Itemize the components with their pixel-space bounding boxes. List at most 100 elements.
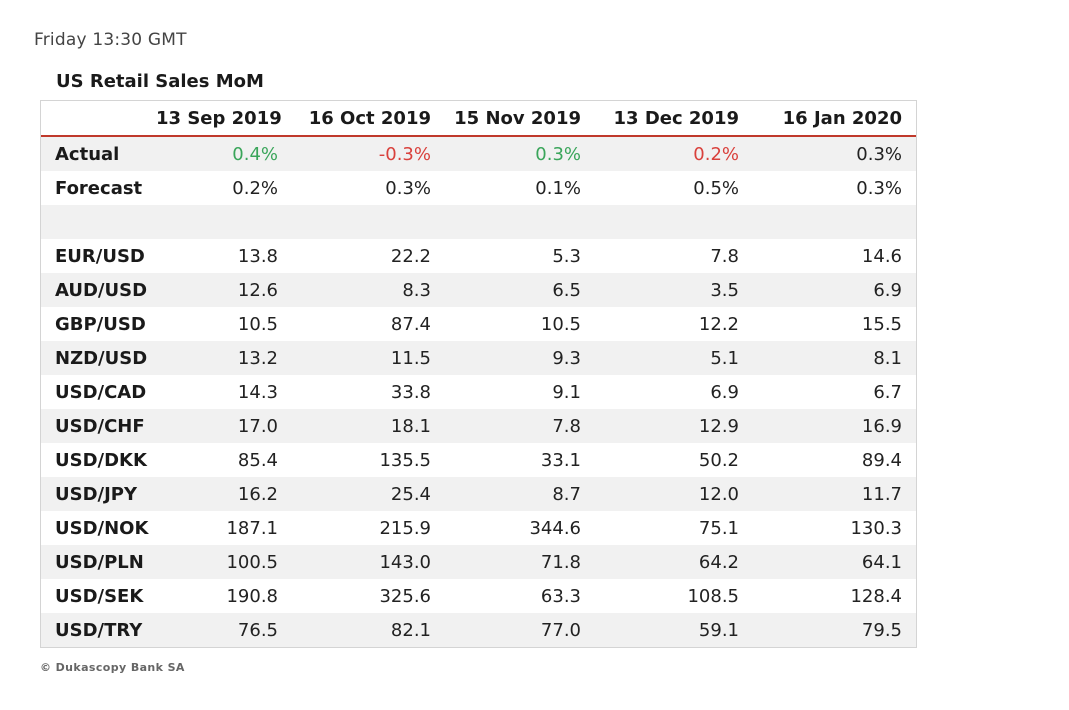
pair-value: 12.6 bbox=[237, 279, 278, 301]
column-header: 13 Dec 2019 bbox=[599, 101, 753, 137]
pair-value: 12.0 bbox=[698, 483, 739, 505]
pair-value: 7.8 bbox=[552, 415, 581, 437]
data-table: 13 Sep 2019 16 Oct 2019 15 Nov 2019 13 D… bbox=[41, 101, 916, 647]
spacer-cell bbox=[41, 205, 916, 239]
table-row: USD/PLN 100.5 143.0 71.8 64.2 64.1 bbox=[41, 545, 916, 579]
pair-label: USD/JPY bbox=[55, 483, 138, 505]
pair-label: USD/CAD bbox=[55, 381, 147, 403]
table-row: USD/CHF 17.0 18.1 7.8 12.9 16.9 bbox=[41, 409, 916, 443]
pair-label: USD/NOK bbox=[55, 517, 149, 539]
pair-value: 10.5 bbox=[540, 313, 581, 335]
pair-label: GBP/USD bbox=[55, 313, 146, 335]
pair-value: 325.6 bbox=[379, 585, 431, 607]
pair-label: NZD/USD bbox=[55, 347, 148, 369]
forecast-value: 0.1% bbox=[535, 177, 581, 199]
pair-value: 13.2 bbox=[237, 347, 278, 369]
table-row: NZD/USD 13.2 11.5 9.3 5.1 8.1 bbox=[41, 341, 916, 375]
pair-value: 33.1 bbox=[540, 449, 581, 471]
forecast-value: 0.3% bbox=[385, 177, 431, 199]
forecast-row: Forecast 0.2% 0.3% 0.1% 0.5% 0.3% bbox=[41, 171, 916, 205]
pair-value: 64.1 bbox=[861, 551, 902, 573]
pair-value: 8.7 bbox=[552, 483, 581, 505]
pair-value: 187.1 bbox=[226, 517, 278, 539]
pair-value: 16.9 bbox=[861, 415, 902, 437]
header-corner bbox=[41, 101, 156, 137]
actual-row: Actual 0.4% -0.3% 0.3% 0.2% 0.3% bbox=[41, 136, 916, 171]
pair-value: 11.7 bbox=[861, 483, 902, 505]
data-table-container: 13 Sep 2019 16 Oct 2019 15 Nov 2019 13 D… bbox=[40, 100, 917, 648]
pair-value: 13.8 bbox=[237, 245, 278, 267]
pair-value: 10.5 bbox=[237, 313, 278, 335]
pair-value: 15.5 bbox=[861, 313, 902, 335]
pair-value: 87.4 bbox=[390, 313, 431, 335]
pair-value: 9.1 bbox=[552, 381, 581, 403]
pair-value: 82.1 bbox=[390, 619, 431, 641]
actual-value: -0.3% bbox=[378, 143, 431, 165]
pair-value: 17.0 bbox=[237, 415, 278, 437]
copyright-footer: © Dukascopy Bank SA bbox=[40, 661, 185, 674]
pair-value: 8.3 bbox=[402, 279, 431, 301]
pair-label: USD/TRY bbox=[55, 619, 143, 641]
table-row: USD/DKK 85.4 135.5 33.1 50.2 89.4 bbox=[41, 443, 916, 477]
header-row: 13 Sep 2019 16 Oct 2019 15 Nov 2019 13 D… bbox=[41, 101, 916, 137]
pair-value: 77.0 bbox=[540, 619, 581, 641]
pair-value: 143.0 bbox=[379, 551, 431, 573]
pair-value: 130.3 bbox=[850, 517, 902, 539]
forecast-value: 0.3% bbox=[856, 177, 902, 199]
row-label: Forecast bbox=[55, 177, 143, 199]
pair-label: EUR/USD bbox=[55, 245, 145, 267]
pair-value: 11.5 bbox=[390, 347, 431, 369]
table-row: AUD/USD 12.6 8.3 6.5 3.5 6.9 bbox=[41, 273, 916, 307]
pair-value: 190.8 bbox=[226, 585, 278, 607]
pair-value: 8.1 bbox=[873, 347, 902, 369]
pair-value: 85.4 bbox=[237, 449, 278, 471]
pair-value: 12.2 bbox=[698, 313, 739, 335]
pair-label: USD/DKK bbox=[55, 449, 147, 471]
pair-value: 50.2 bbox=[698, 449, 739, 471]
pair-value: 135.5 bbox=[379, 449, 431, 471]
column-header: 16 Oct 2019 bbox=[292, 101, 445, 137]
pair-value: 5.1 bbox=[710, 347, 739, 369]
pair-value: 344.6 bbox=[529, 517, 581, 539]
column-header: 13 Sep 2019 bbox=[156, 101, 292, 137]
pair-value: 128.4 bbox=[850, 585, 902, 607]
pair-value: 5.3 bbox=[552, 245, 581, 267]
table-row: USD/JPY 16.2 25.4 8.7 12.0 11.7 bbox=[41, 477, 916, 511]
forecast-value: 0.2% bbox=[232, 177, 278, 199]
pair-value: 25.4 bbox=[390, 483, 431, 505]
pair-label: USD/PLN bbox=[55, 551, 144, 573]
pair-label: AUD/USD bbox=[55, 279, 148, 301]
pair-value: 215.9 bbox=[379, 517, 431, 539]
pair-value: 71.8 bbox=[540, 551, 581, 573]
actual-value: 0.3% bbox=[856, 143, 902, 165]
pair-value: 6.7 bbox=[873, 381, 902, 403]
pair-value: 75.1 bbox=[698, 517, 739, 539]
actual-value: 0.2% bbox=[693, 143, 739, 165]
pair-value: 100.5 bbox=[226, 551, 278, 573]
pair-value: 89.4 bbox=[861, 449, 902, 471]
pair-value: 18.1 bbox=[390, 415, 431, 437]
table-row: USD/NOK 187.1 215.9 344.6 75.1 130.3 bbox=[41, 511, 916, 545]
actual-value: 0.4% bbox=[232, 143, 278, 165]
table-row: USD/SEK 190.8 325.6 63.3 108.5 128.4 bbox=[41, 579, 916, 613]
table-row: USD/CAD 14.3 33.8 9.1 6.9 6.7 bbox=[41, 375, 916, 409]
table-row: EUR/USD 13.8 22.2 5.3 7.8 14.6 bbox=[41, 239, 916, 273]
pair-value: 64.2 bbox=[698, 551, 739, 573]
pair-value: 22.2 bbox=[390, 245, 431, 267]
pair-label: USD/CHF bbox=[55, 415, 145, 437]
pair-value: 6.9 bbox=[873, 279, 902, 301]
pair-value: 79.5 bbox=[861, 619, 902, 641]
pair-value: 59.1 bbox=[698, 619, 739, 641]
pair-value: 14.6 bbox=[861, 245, 902, 267]
column-header: 16 Jan 2020 bbox=[753, 101, 916, 137]
pair-value: 12.9 bbox=[698, 415, 739, 437]
pair-value: 7.8 bbox=[710, 245, 739, 267]
pair-value: 6.9 bbox=[710, 381, 739, 403]
pair-value: 3.5 bbox=[710, 279, 739, 301]
forecast-value: 0.5% bbox=[693, 177, 739, 199]
column-header: 15 Nov 2019 bbox=[445, 101, 599, 137]
spacer-row bbox=[41, 205, 916, 239]
pair-value: 16.2 bbox=[237, 483, 278, 505]
pair-value: 63.3 bbox=[540, 585, 581, 607]
actual-value: 0.3% bbox=[535, 143, 581, 165]
